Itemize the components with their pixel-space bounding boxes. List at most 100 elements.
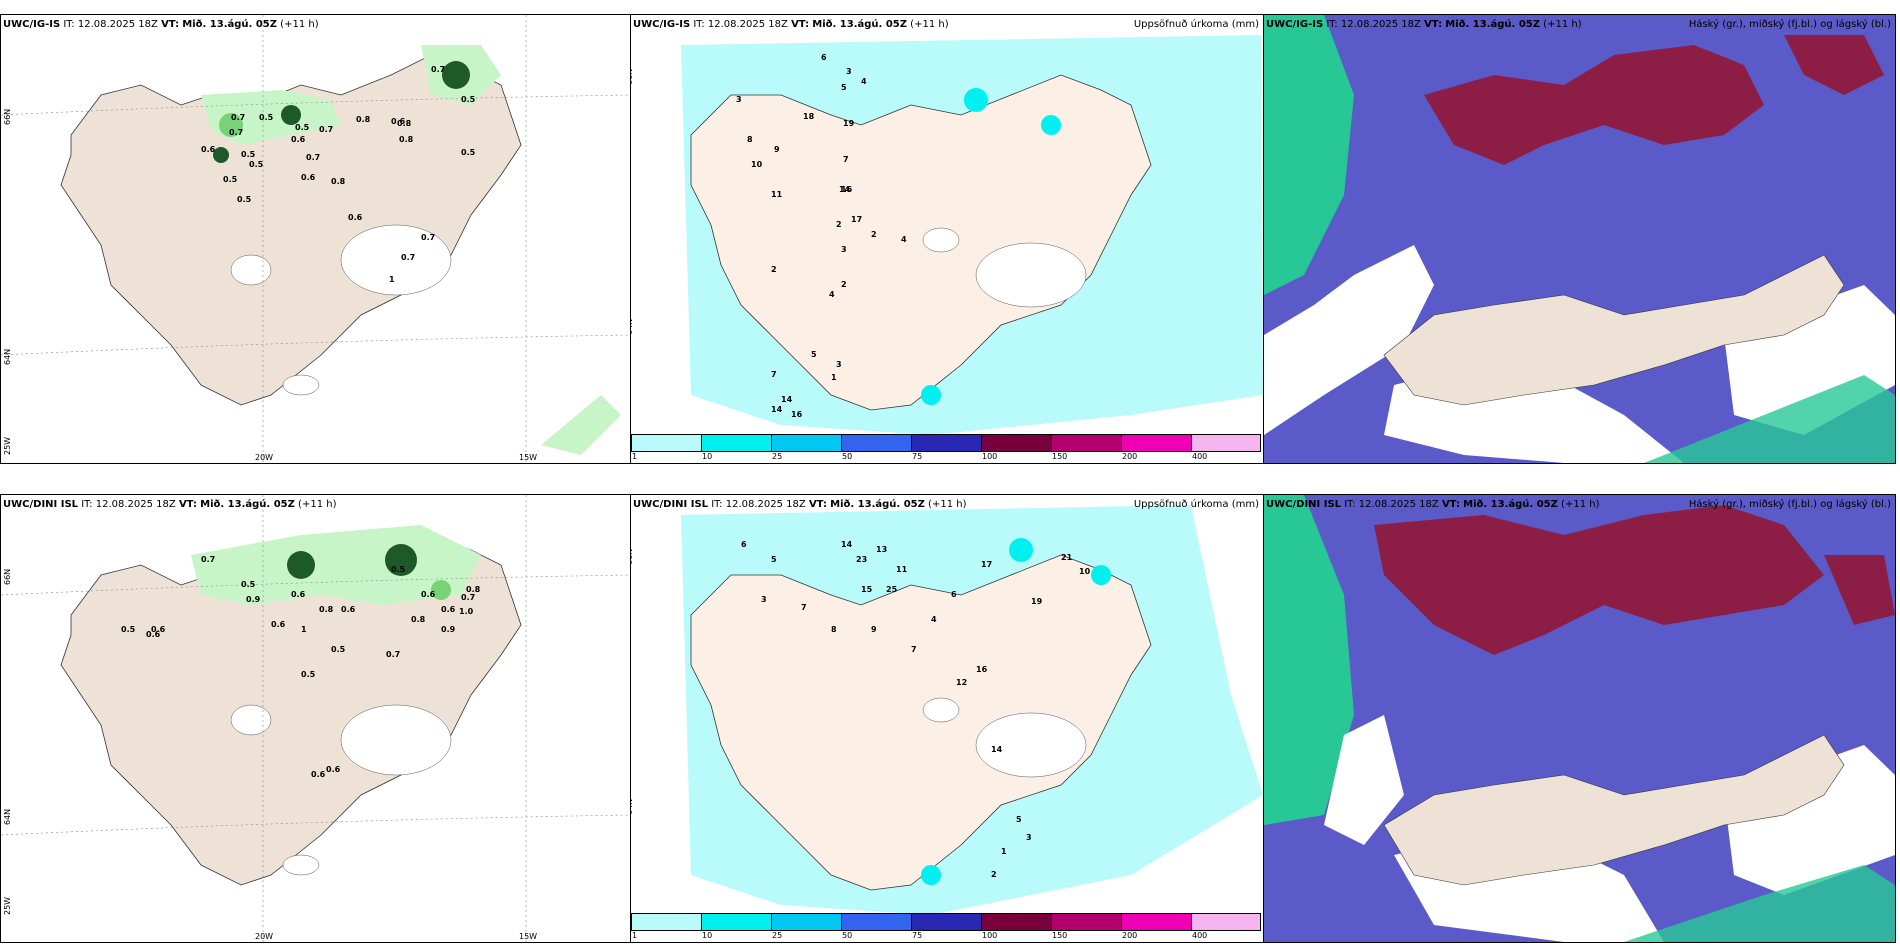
value-label: 14 [991,745,1003,754]
vt-value: Mið. 13.ágú. 05Z [200,499,295,510]
colorbar-tick-label: 100 [982,931,998,940]
colorbar-tick-label: 200 [1122,452,1138,461]
value-label: 0.7 [386,650,401,659]
value-label: 0.9 [441,625,456,634]
value-label: 19 [843,119,855,128]
colorbar-tick-label: 75 [912,931,923,940]
value-label: 0.8 [356,115,371,124]
map-precip-wind-igis [1,15,630,463]
value-label: 8 [747,135,753,144]
colorbar-swatch [841,913,911,931]
value-label: 0.5 [241,150,256,159]
vt-value: Mið. 13.ágú. 05Z [812,19,907,30]
value-label: 16 [976,665,988,674]
colorbar-swatch [771,913,841,931]
mid-cloud-north [1424,45,1764,165]
glacier-vatnajokull [975,712,1087,778]
vt-label: VT: [791,19,810,30]
value-label: 0.6 [311,770,326,779]
precip-cell-1 [219,113,243,137]
colorbar-tick-label: 10 [702,452,713,461]
lon-label-20: 20W [255,932,274,941]
panel-header: UWC/DINI ISL IT: 12.08.2025 18Z VT: Mið.… [633,499,966,510]
value-label: 0.7 [431,65,446,74]
low-cloud-west [1264,15,1354,295]
value-label: 21 [1061,553,1073,562]
lead-time: (+11 h) [298,499,337,510]
value-label: 0.7 [306,153,321,162]
panel-cloud-dini: UWC/DINI ISL IT: 12.08.2025 18Z VT: Mið.… [1263,494,1896,943]
value-label: 0.5 [259,113,274,122]
vt-value: Mið. 13.ágú. 05Z [1445,19,1540,30]
iceland-land [690,554,1152,891]
panel-cloud-igis: UWC/IG-IS IT: 12.08.2025 18Z VT: Mið. 13… [1263,14,1896,464]
panel-header: UWC/DINI ISL IT: 12.08.2025 18Z VT: Mið.… [3,499,336,510]
value-label: 2 [771,265,777,274]
value-label: 14 [771,405,783,414]
precip-cell-2 [281,105,301,125]
grid-lat-64 [1,814,630,836]
glacier-myrdals [282,854,320,876]
value-label: 6 [741,540,747,549]
value-label: 0.7 [229,128,244,137]
panel-header: UWC/DINI ISL IT: 12.08.2025 18Z VT: Mið.… [1266,499,1599,510]
lat-label-64: 64N [3,808,12,825]
value-label: 0.8 [466,585,481,594]
colorbar-tick-label: 1 [632,931,638,940]
panel-header: UWC/IG-IS IT: 12.08.2025 18Z VT: Mið. 13… [3,19,319,30]
value-label: 4 [901,235,907,244]
mid-cloud-ne [1784,35,1884,95]
value-label: 0.5 [301,670,316,679]
value-label: 5 [811,350,817,359]
value-label: 0.6 [441,605,456,614]
clear-west [1324,715,1404,845]
lat-label-66: 66N [630,68,634,85]
glacier-vatnajokull [975,242,1087,308]
model-name: UWC/DINI ISL [633,499,709,510]
value-label: 0.5 [249,160,264,169]
value-label: 0.7 [231,113,246,122]
lat-label-66: 66N [3,568,12,585]
value-label: 0.5 [391,565,406,574]
colorbar-tick-label: 400 [1192,452,1208,461]
value-label: 0.6 [291,135,306,144]
panel-precip-wind-dini: UWC/DINI ISL IT: 12.08.2025 18Z VT: Mið.… [0,494,631,943]
model-name: UWC/IG-IS [1266,19,1324,30]
map-precip-wind-dini [1,495,630,942]
colorbar-swatch [631,913,701,931]
it-value: 12.08.2025 18Z [725,499,806,510]
precip-cell-2 [1041,115,1061,135]
value-label: 0.5 [461,95,476,104]
value-label: 0.6 [301,173,316,182]
grid-lat-66 [1,94,630,116]
precip-cell-3 [442,61,470,89]
value-label: 0.8 [399,135,414,144]
glacier-vatnajokull [340,704,452,776]
model-name: UWC/DINI ISL [1266,499,1342,510]
low-cloud-se-band [1644,375,1895,463]
value-label: 14 [839,185,851,194]
colorbar-tick-label: 100 [982,452,998,461]
colorbar [631,434,1261,452]
iceland-land [690,74,1152,411]
colorbar-tick-label: 10 [702,931,713,940]
value-label: 0.6 [326,765,341,774]
lon-label-25: 25W [3,436,12,455]
value-label: 0.6 [291,590,306,599]
it-label: IT: [711,499,723,510]
value-label: 13 [876,545,888,554]
value-label: 15 [861,585,873,594]
lead-time: (+11 h) [1561,499,1600,510]
value-label: 7 [843,155,849,164]
value-label: 8 [831,625,837,634]
colorbar-tick-label: 150 [1052,931,1068,940]
value-label: 5 [841,83,847,92]
it-label: IT: [1326,19,1338,30]
colorbar-swatch [1121,434,1191,452]
colorbar-swatch [1191,913,1261,931]
colorbar-swatch [911,913,981,931]
model-name: UWC/IG-IS [3,19,61,30]
precip-cell-1 [1009,538,1033,562]
it-label: IT: [81,499,93,510]
model-name: UWC/DINI ISL [3,499,79,510]
